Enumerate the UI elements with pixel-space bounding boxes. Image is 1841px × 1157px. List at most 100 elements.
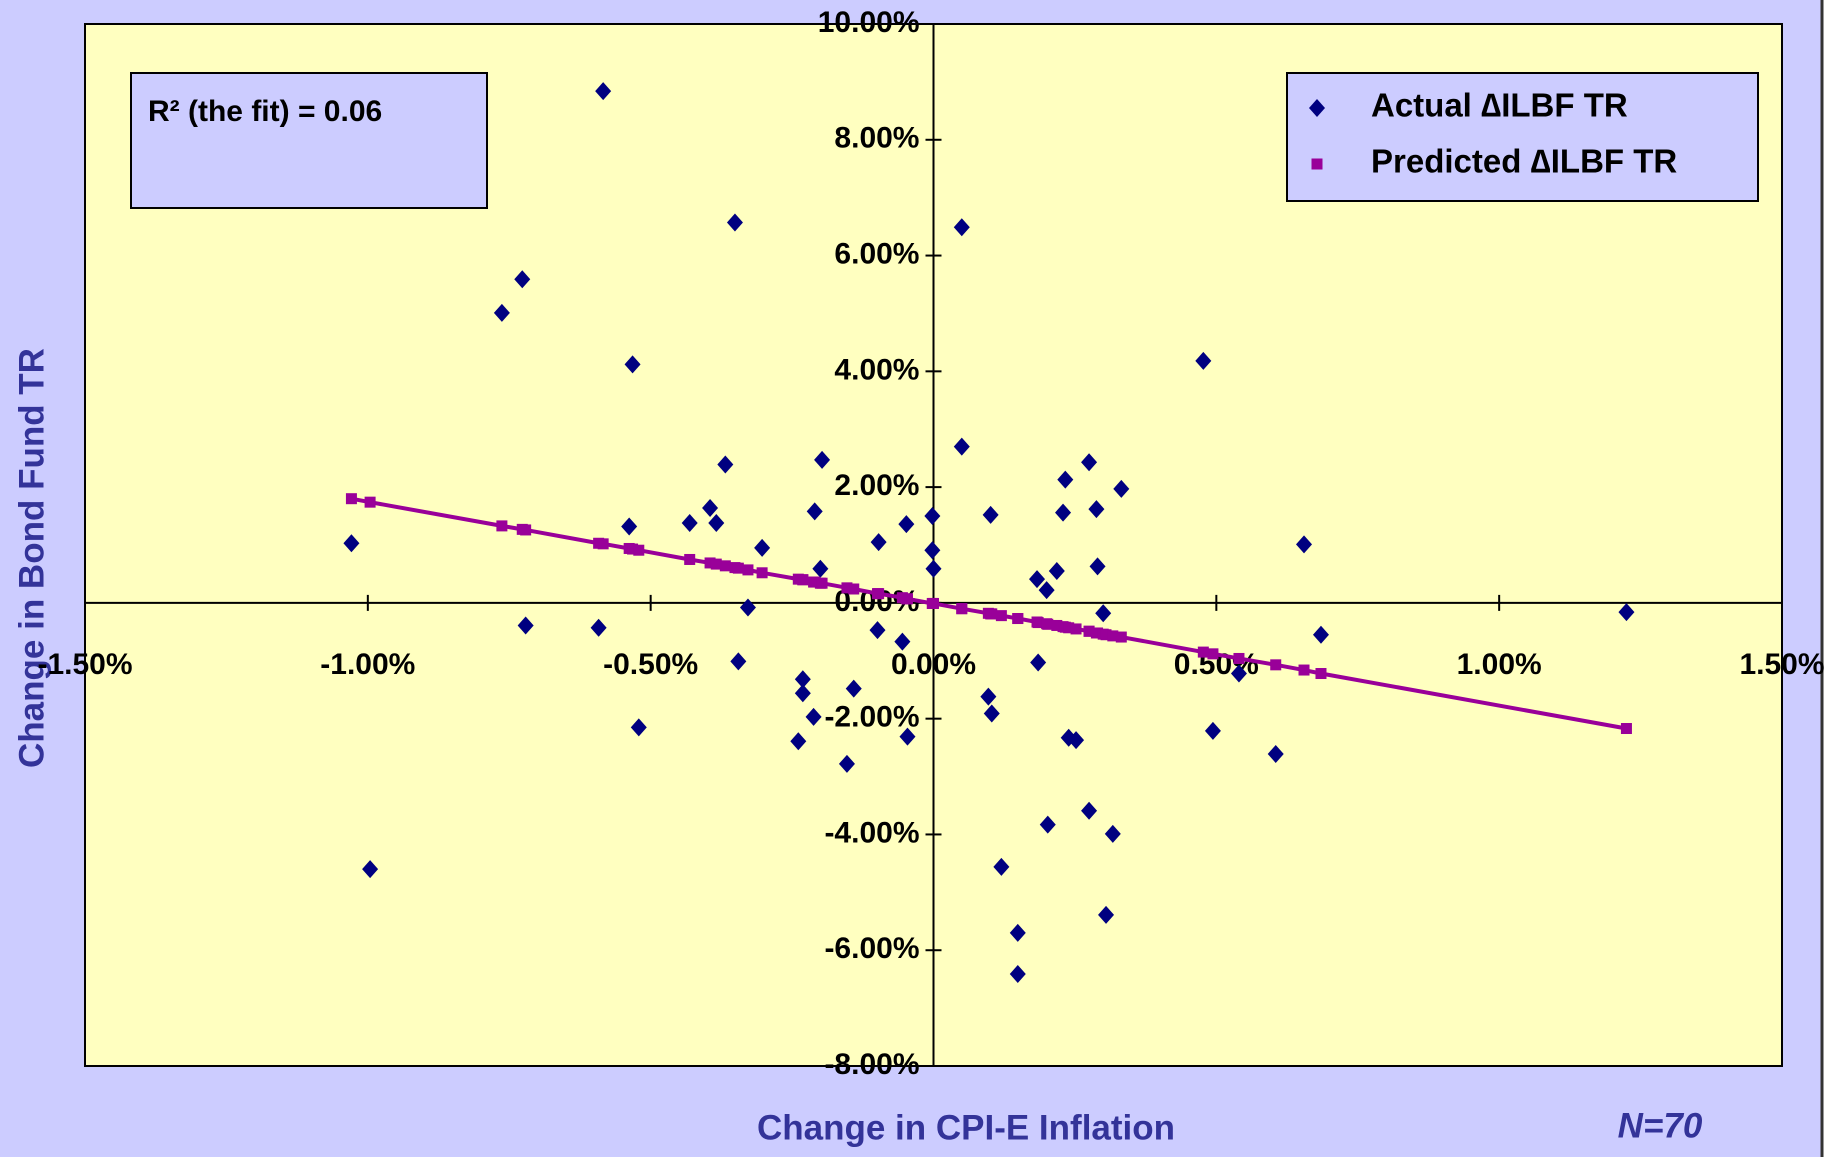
- predicted-point: [797, 574, 809, 586]
- actual-point: [1104, 824, 1121, 843]
- actual-point: [1030, 653, 1047, 672]
- actual-point: [812, 559, 829, 578]
- actual-point: [717, 455, 734, 474]
- actual-point: [730, 652, 747, 671]
- predicted-point: [1083, 625, 1095, 637]
- predicted-point: [719, 560, 731, 572]
- predicted-point: [1032, 617, 1044, 629]
- actual-point: [362, 860, 379, 879]
- actual-point: [983, 704, 1000, 723]
- actual-point: [754, 538, 771, 557]
- predicted-point: [1270, 659, 1282, 671]
- actual-point: [805, 707, 822, 726]
- y-tick-label: 4.00%: [834, 353, 919, 386]
- predicted-point: [1315, 668, 1327, 680]
- x-tick-label: -1.00%: [320, 648, 415, 681]
- actual-point: [899, 727, 916, 746]
- actual-point: [1068, 731, 1085, 750]
- x-tick-label: -0.50%: [603, 648, 698, 681]
- actual-point: [1098, 905, 1115, 924]
- actual-point: [1009, 923, 1026, 942]
- actual-point: [343, 534, 360, 553]
- y-tick-label: 2.00%: [834, 469, 919, 502]
- actual-point: [1267, 744, 1284, 763]
- actual-point: [794, 684, 811, 703]
- actual-point: [1038, 581, 1055, 600]
- predicted-point: [627, 543, 639, 555]
- y-tick-label: 6.00%: [834, 237, 919, 270]
- predicted-point: [1042, 618, 1054, 630]
- actual-point: [1057, 470, 1074, 489]
- predicted-point: [742, 564, 754, 576]
- actual-point: [1296, 535, 1313, 554]
- predicted-point: [956, 603, 968, 615]
- predicted-point: [710, 558, 722, 570]
- predicted-point: [1107, 630, 1119, 642]
- actual-point: [708, 514, 725, 533]
- actual-point: [993, 857, 1010, 876]
- predicted-point: [684, 553, 696, 565]
- predicted-point: [1100, 629, 1112, 641]
- predicted-point: [345, 493, 357, 505]
- predicted-point: [1207, 648, 1219, 660]
- actual-point: [1009, 964, 1026, 983]
- legend-marker: [1309, 99, 1325, 117]
- predicted-point: [809, 576, 821, 588]
- x-tick-label: 0.00%: [891, 648, 976, 681]
- legend-label: Predicted ∆ILBF TR: [1371, 143, 1677, 180]
- actual-point: [790, 732, 807, 751]
- actual-point: [1048, 562, 1065, 581]
- actual-point: [681, 514, 698, 533]
- predicted-point: [873, 588, 885, 600]
- actual-point: [1113, 479, 1130, 498]
- x-axis-title: Change in CPI-E Inflation: [757, 1108, 1175, 1147]
- predicted-point: [1063, 622, 1075, 634]
- actual-point: [814, 450, 831, 469]
- predicted-point: [756, 567, 768, 579]
- y-tick-label: 10.00%: [818, 6, 920, 39]
- predicted-point: [841, 582, 853, 594]
- actual-point: [493, 303, 510, 322]
- predicted-point: [364, 496, 376, 508]
- actual-point: [794, 670, 811, 689]
- actual-point: [894, 632, 911, 651]
- fit-box: [130, 72, 488, 209]
- predicted-point: [1115, 631, 1127, 643]
- predicted-point: [496, 520, 508, 532]
- actual-point: [1055, 503, 1072, 522]
- predicted-point: [704, 557, 716, 569]
- actual-point: [514, 270, 531, 289]
- predicted-point: [1233, 652, 1245, 664]
- predicted-point: [1197, 646, 1209, 658]
- y-tick-label: -8.00%: [824, 1048, 919, 1081]
- predicted-point: [986, 608, 998, 620]
- predicted-point: [1620, 723, 1632, 735]
- sample-size-note: N=70: [1618, 1106, 1703, 1145]
- legend-marker: [1311, 158, 1323, 170]
- actual-point: [925, 559, 942, 578]
- actual-point: [982, 505, 999, 524]
- y-tick-label: -6.00%: [824, 932, 919, 965]
- actual-point: [845, 679, 862, 698]
- predicted-point: [928, 597, 939, 609]
- actual-point: [1230, 664, 1247, 683]
- actual-point: [621, 517, 638, 536]
- actual-point: [1088, 500, 1105, 519]
- actual-point: [1029, 570, 1046, 589]
- actual-point: [517, 616, 534, 635]
- actual-point: [953, 437, 970, 456]
- actual-point: [624, 355, 641, 374]
- y-tick-label: -4.00%: [824, 816, 919, 849]
- actual-point: [630, 718, 647, 737]
- actual-point: [898, 515, 915, 534]
- predicted-point: [848, 583, 860, 595]
- actual-point: [595, 82, 612, 101]
- predicted-point: [995, 610, 1007, 622]
- actual-point: [1039, 815, 1056, 834]
- actual-point: [702, 498, 719, 517]
- y-tick-label: -2.00%: [824, 701, 919, 734]
- actual-point: [1204, 721, 1221, 740]
- predicted-point: [1070, 623, 1082, 635]
